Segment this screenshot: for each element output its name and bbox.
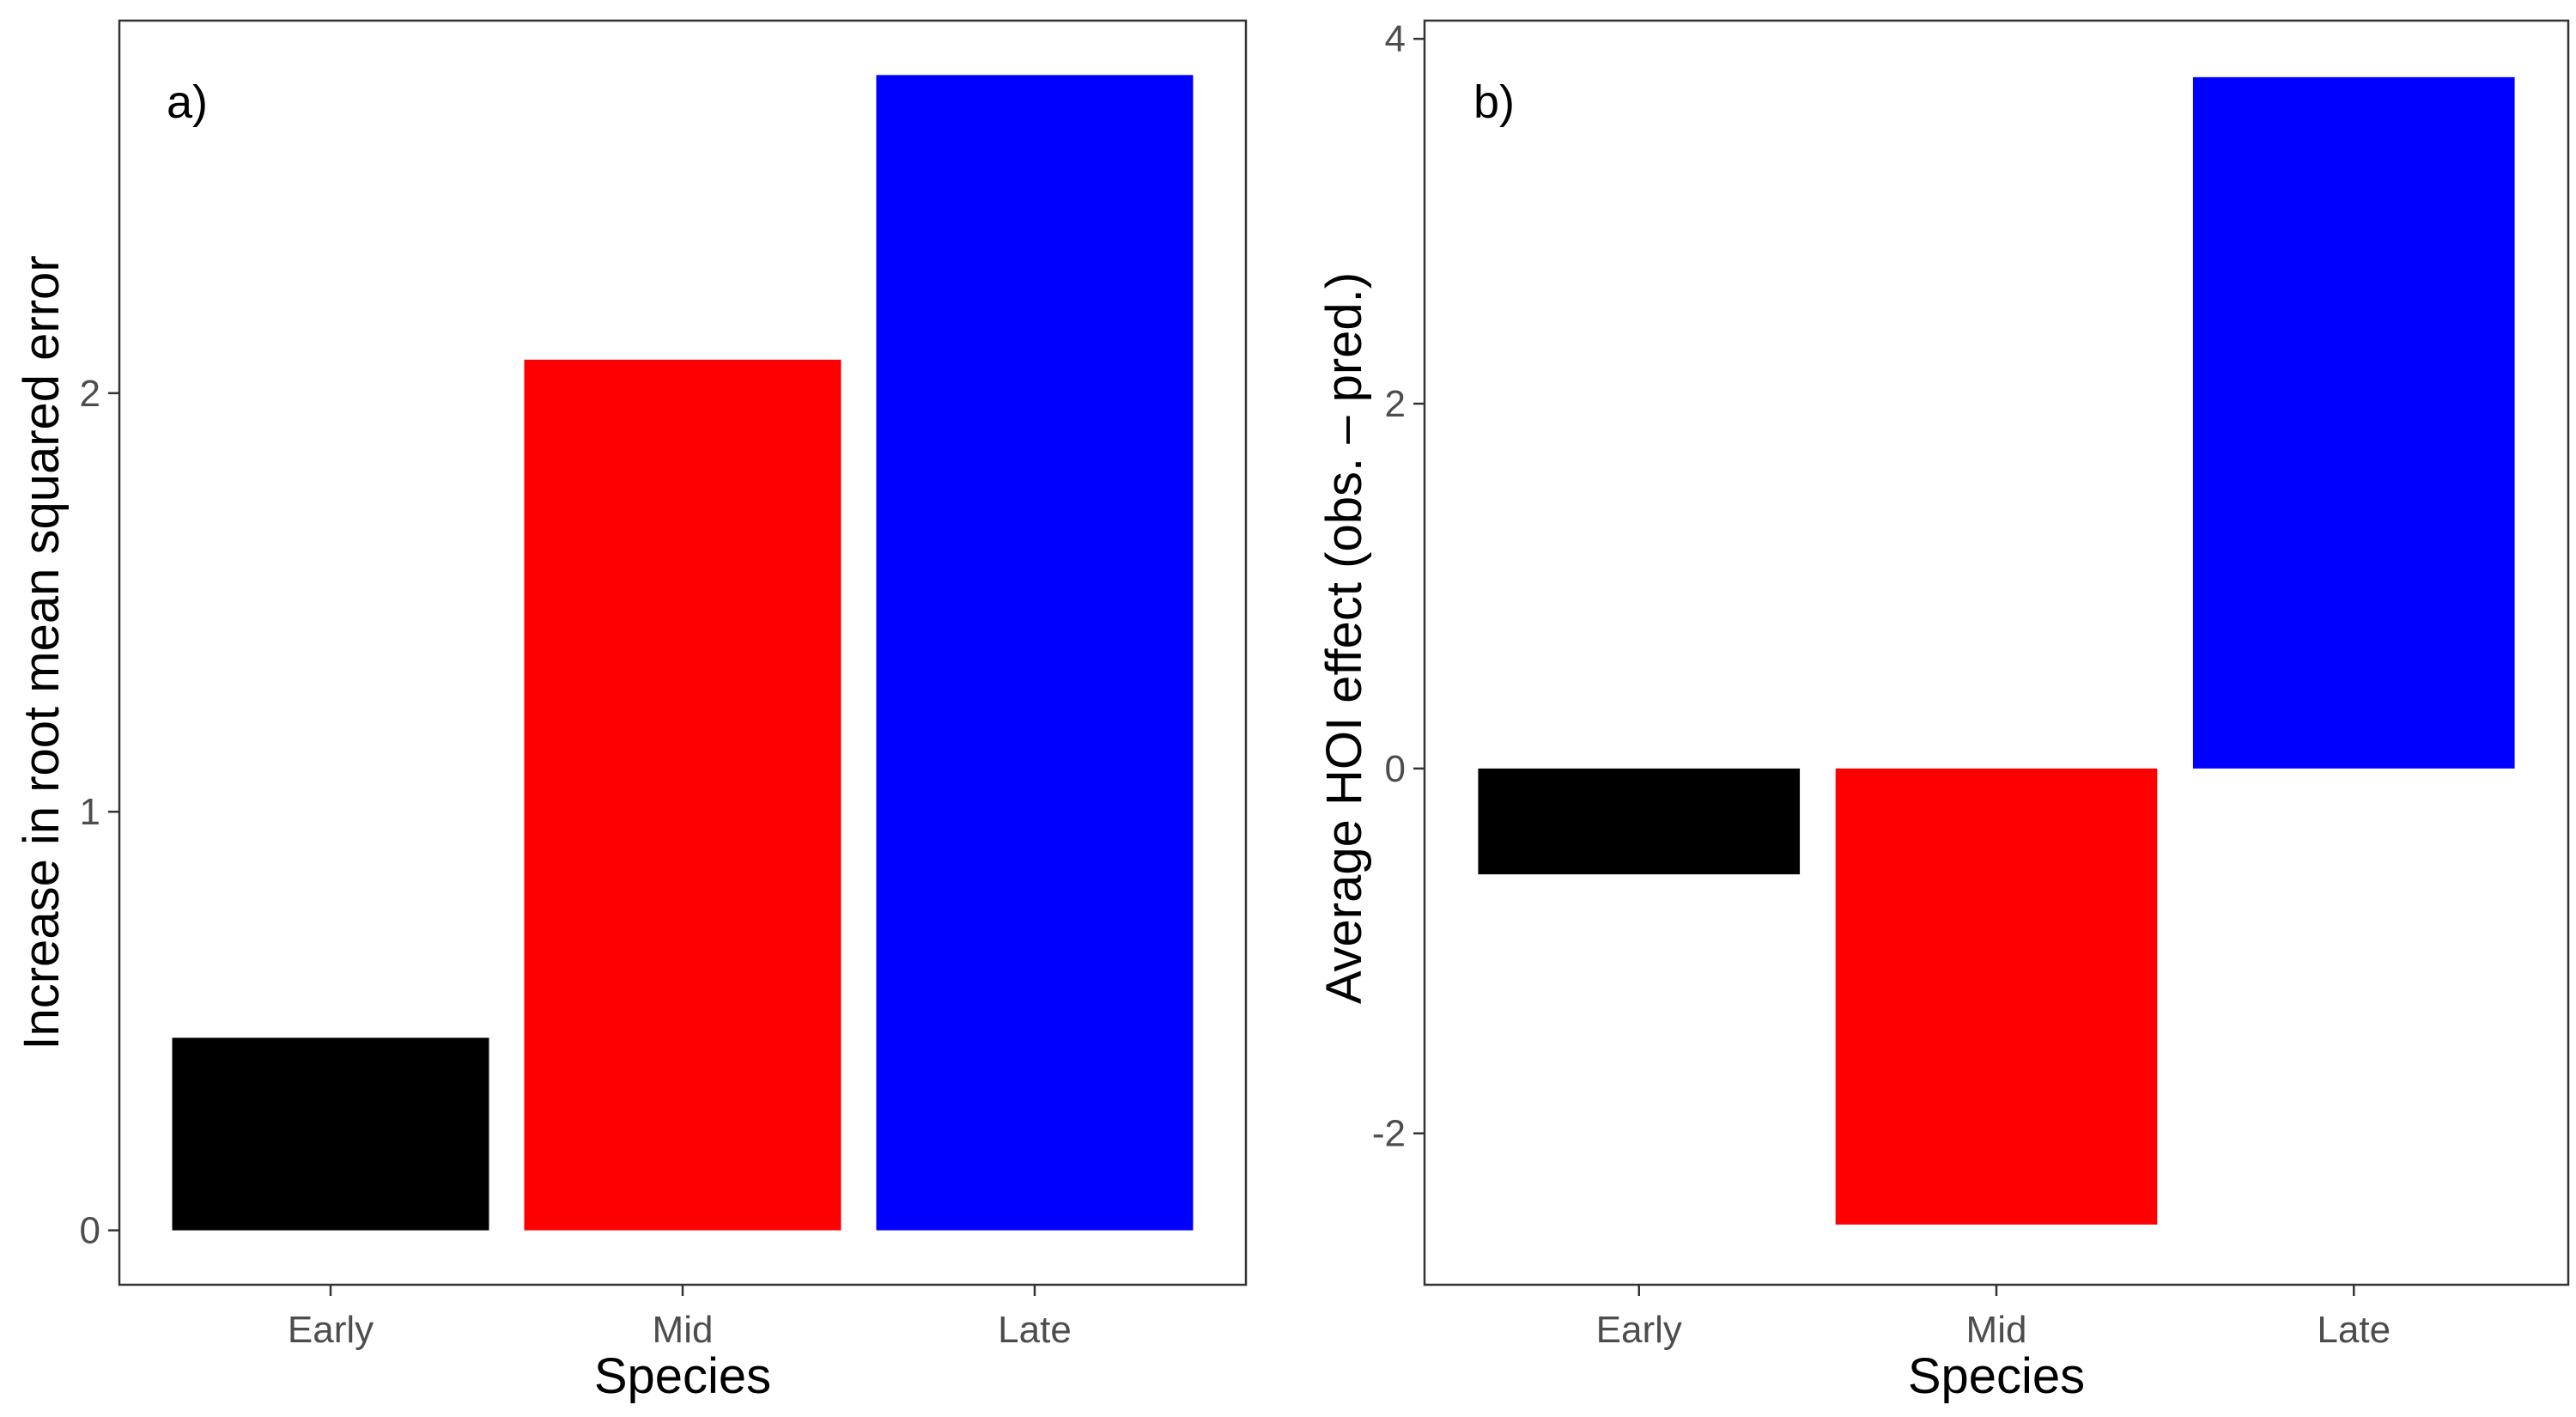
panel-b-bar-mid <box>1835 768 2158 1225</box>
panel-b-y-tick-label: 2 <box>1385 383 1406 425</box>
panel-a-y-ticks: 0 1 2 <box>80 373 119 1252</box>
panel-a-y-tick-label: 0 <box>80 1210 100 1252</box>
panel-b-x-ticks: Early Mid Late <box>1596 1285 2391 1351</box>
panel-a-x-tick-label-early: Early <box>288 1309 374 1351</box>
panel-b-x-tick-label-mid: Mid <box>1966 1309 2027 1351</box>
panel-a: 0 1 2 Early Mid Late a) Species Increase in … <box>14 19 1248 1404</box>
panel-a-bar-early <box>172 1037 489 1231</box>
panel-a-x-tick-label-mid: Mid <box>653 1309 714 1351</box>
panel-a-bars <box>172 75 1194 1231</box>
panel-b-y-ticks: -2 0 2 4 <box>1372 18 1425 1155</box>
panel-a-y-axis-title: Increase in root mean squared error <box>14 255 70 1049</box>
panel-b-x-tick-label-early: Early <box>1596 1309 1682 1351</box>
panel-a-x-tick-label-late: Late <box>998 1309 1072 1351</box>
panel-b: -2 0 2 4 Early Mid Late b) Species Average HO… <box>1316 18 2570 1404</box>
panel-b-y-tick-label: 0 <box>1385 748 1406 790</box>
panel-b-bar-early <box>1478 768 1801 875</box>
panel-a-bar-mid <box>524 359 841 1231</box>
panel-a-label: a) <box>167 76 208 128</box>
panel-a-bar-late <box>876 75 1194 1231</box>
panel-b-y-axis-title: Average HOI effect (obs. – pred.) <box>1316 272 1372 1004</box>
panel-a-y-tick-label: 1 <box>80 791 100 833</box>
panel-b-y-tick-label: 4 <box>1385 18 1406 60</box>
panel-b-bars <box>1478 76 2515 1225</box>
panel-b-x-tick-label-late: Late <box>2317 1309 2391 1351</box>
panel-a-y-tick-label: 2 <box>80 373 100 415</box>
panel-b-bar-late <box>2192 76 2515 769</box>
panel-b-x-axis-title: Species <box>1908 1348 2085 1404</box>
panel-a-x-axis-title: Species <box>594 1348 771 1404</box>
panel-a-x-ticks: Early Mid Late <box>288 1285 1072 1351</box>
panel-b-y-tick-label: -2 <box>1372 1113 1406 1155</box>
panel-b-label: b) <box>1473 76 1515 128</box>
